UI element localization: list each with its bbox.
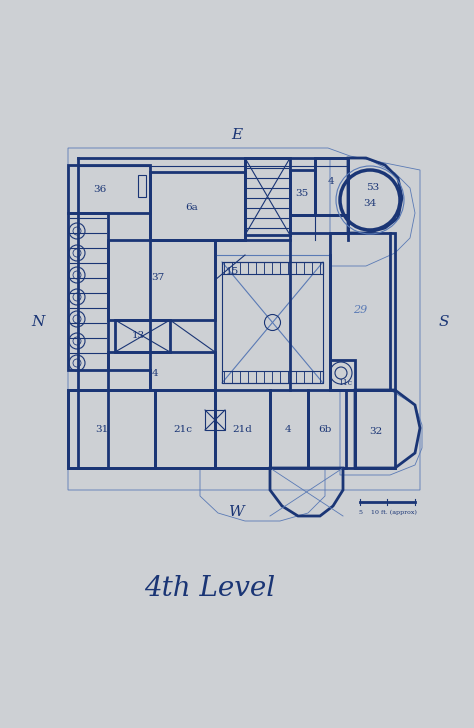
Text: E: E <box>231 128 243 142</box>
Bar <box>290 170 315 215</box>
Text: 4th Level: 4th Level <box>145 574 275 601</box>
Bar <box>108 240 215 320</box>
Text: 4: 4 <box>285 425 292 435</box>
Bar <box>68 213 108 370</box>
Bar <box>330 360 355 390</box>
Bar <box>222 262 323 274</box>
Bar <box>68 390 108 468</box>
Text: 36: 36 <box>93 186 107 194</box>
Text: 35: 35 <box>295 189 309 199</box>
Bar <box>68 390 155 468</box>
Bar <box>355 390 395 468</box>
Text: 21d: 21d <box>232 425 252 435</box>
Bar <box>108 352 215 390</box>
Text: 4: 4 <box>328 178 334 186</box>
Text: N: N <box>31 315 45 329</box>
Bar <box>330 233 395 390</box>
Text: 6a: 6a <box>186 204 199 213</box>
Text: S: S <box>439 315 449 329</box>
Bar <box>138 175 146 197</box>
Text: 31: 31 <box>95 425 109 435</box>
Bar <box>270 390 308 468</box>
Text: 6b: 6b <box>319 425 332 435</box>
Text: 37: 37 <box>151 274 164 282</box>
Bar <box>68 165 150 213</box>
Text: 13: 13 <box>131 331 145 339</box>
Bar <box>115 320 170 352</box>
Text: W: W <box>229 505 245 519</box>
Text: 34: 34 <box>364 199 377 208</box>
Bar <box>205 410 225 430</box>
Text: 29: 29 <box>353 305 367 315</box>
Bar <box>222 371 323 383</box>
Text: 32: 32 <box>369 427 383 437</box>
Text: 11c: 11c <box>338 379 352 387</box>
Bar <box>222 262 323 383</box>
Bar <box>215 390 270 468</box>
Bar <box>308 390 346 468</box>
Bar <box>155 390 215 468</box>
Bar <box>315 158 348 215</box>
Text: 4: 4 <box>152 368 158 378</box>
Text: 53: 53 <box>366 183 380 192</box>
Text: 5    10 ft. (approx): 5 10 ft. (approx) <box>358 510 417 515</box>
Bar <box>245 158 290 235</box>
Bar <box>150 172 245 240</box>
Text: 21c: 21c <box>173 425 192 435</box>
Text: 15: 15 <box>225 267 238 277</box>
Bar <box>215 255 330 390</box>
